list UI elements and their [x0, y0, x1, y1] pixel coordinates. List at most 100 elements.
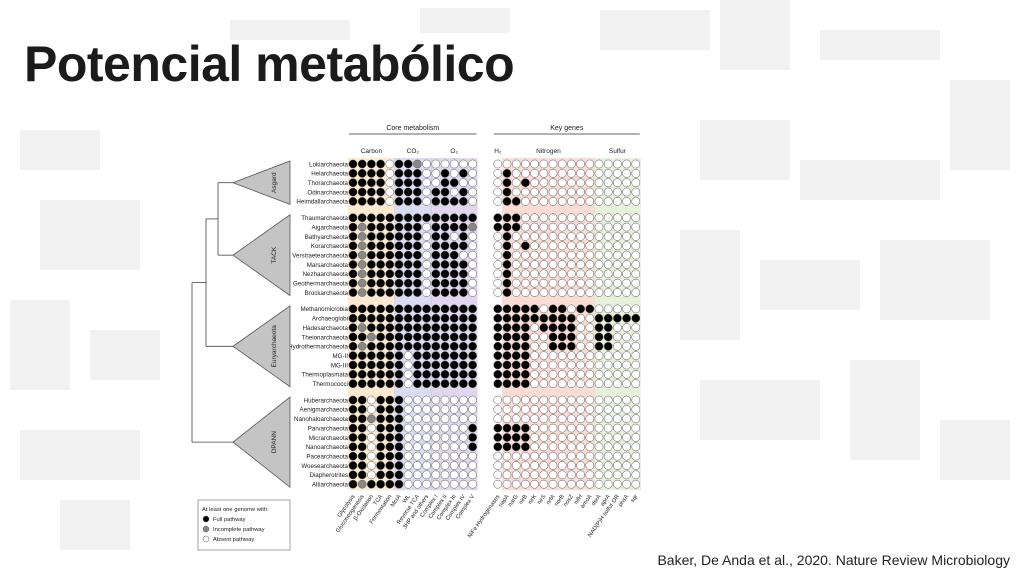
pathway-dot — [613, 479, 622, 489]
pathway-dot — [594, 379, 604, 389]
pathway-dot — [548, 479, 558, 489]
pathway-dot — [585, 433, 595, 442]
pathway-dot — [557, 405, 567, 414]
legend-label: Full pathway — [213, 517, 246, 523]
pathway-dot — [603, 360, 613, 370]
pathway-dot — [431, 269, 441, 279]
pathway-dot — [348, 169, 358, 178]
pathway-dot — [502, 414, 512, 424]
pathway-dot — [521, 159, 530, 169]
pathway-dot — [367, 278, 376, 288]
pathway-dot — [567, 351, 576, 360]
pathway-dot — [521, 332, 530, 342]
pathway-dot — [367, 451, 376, 461]
pathway-dot — [385, 260, 395, 269]
pathway-dot — [511, 313, 521, 323]
pathway-dot — [376, 269, 385, 279]
pathway-dot — [613, 250, 622, 260]
pathway-dot — [440, 341, 450, 351]
pathway-dot — [367, 341, 376, 351]
pathway-dot — [459, 341, 468, 351]
pathway-dot — [511, 479, 521, 489]
pathway-dot — [431, 451, 441, 461]
taxon-label: Nanohaloarchaeota — [294, 416, 349, 423]
pathway-dot — [511, 405, 521, 414]
pathway-dot — [357, 395, 367, 405]
pathway-dot — [622, 288, 631, 297]
pathway-dot — [622, 461, 631, 470]
pathway-dot — [413, 241, 422, 251]
pathway-dot — [431, 360, 441, 370]
pathway-dot — [413, 313, 422, 323]
pathway-dot — [403, 232, 413, 241]
pathway-dot — [493, 395, 503, 405]
pathway-dot — [603, 470, 613, 480]
pathway-dot — [557, 197, 567, 206]
pathway-dot — [376, 332, 385, 342]
pathway-dot — [548, 169, 558, 178]
pathway-dot — [502, 187, 512, 197]
pathway-dot — [585, 260, 595, 269]
pathway-dot — [422, 178, 431, 188]
pathway-dot — [502, 423, 512, 433]
clade-label: TACK — [271, 246, 278, 264]
pathway-dot — [530, 260, 539, 269]
pathway-dot — [631, 433, 641, 442]
pathway-dot — [348, 442, 358, 452]
pathway-dot — [413, 479, 422, 489]
pathway-dot — [367, 332, 376, 342]
pathway-dot — [357, 313, 367, 323]
pathway-dot — [431, 370, 441, 379]
pathway-dot — [631, 241, 641, 251]
pathway-dot — [385, 351, 395, 360]
pathway-dot — [594, 360, 604, 370]
pathway-dot — [403, 241, 413, 251]
pathway-dot — [394, 479, 404, 489]
pathway-dot — [459, 260, 468, 269]
pathway-dot — [403, 341, 413, 351]
pathway-dot — [622, 370, 631, 379]
pathway-dot — [548, 370, 558, 379]
pathway-dot — [521, 313, 530, 323]
pathway-dot — [502, 341, 512, 351]
pathway-dot — [502, 479, 512, 489]
pathway-dot — [385, 313, 395, 323]
pathway-dot — [521, 370, 530, 379]
pathway-dot — [511, 269, 521, 279]
pathway-dot — [521, 169, 530, 178]
pathway-dot — [613, 470, 622, 480]
pathway-dot — [468, 379, 477, 389]
pathway-dot — [530, 360, 539, 370]
pathway-dot — [557, 470, 567, 480]
pathway-dot — [348, 250, 358, 260]
pathway-dot — [367, 288, 376, 297]
pathway-dot — [594, 479, 604, 489]
pathway-dot — [357, 159, 367, 169]
pathway-dot — [357, 433, 367, 442]
pathway-dot — [385, 370, 395, 379]
pathway-dot — [502, 213, 512, 223]
pathway-dot — [548, 405, 558, 414]
pathway-dot — [357, 260, 367, 269]
pathway-dot — [440, 423, 450, 433]
pathway-dot — [511, 351, 521, 360]
pathway-dot — [576, 159, 585, 169]
pathway-dot — [493, 405, 503, 414]
pathway-dot — [530, 395, 539, 405]
pathway-dot — [603, 461, 613, 470]
pathway-dot — [440, 442, 450, 452]
pathway-dot — [567, 414, 576, 424]
pathway-dot — [376, 169, 385, 178]
pathway-dot — [385, 278, 395, 288]
taxon-label: Archaeoglobi — [312, 316, 348, 323]
pathway-dot — [357, 370, 367, 379]
pathway-dot — [413, 288, 422, 297]
pathway-dot — [431, 332, 441, 342]
pathway-dot — [622, 442, 631, 452]
pathway-dot — [422, 470, 431, 480]
pathway-dot — [603, 341, 613, 351]
pathway-dot — [576, 269, 585, 279]
pathway-dot — [594, 341, 604, 351]
pathway-dot — [603, 423, 613, 433]
pathway-dot — [348, 222, 358, 232]
